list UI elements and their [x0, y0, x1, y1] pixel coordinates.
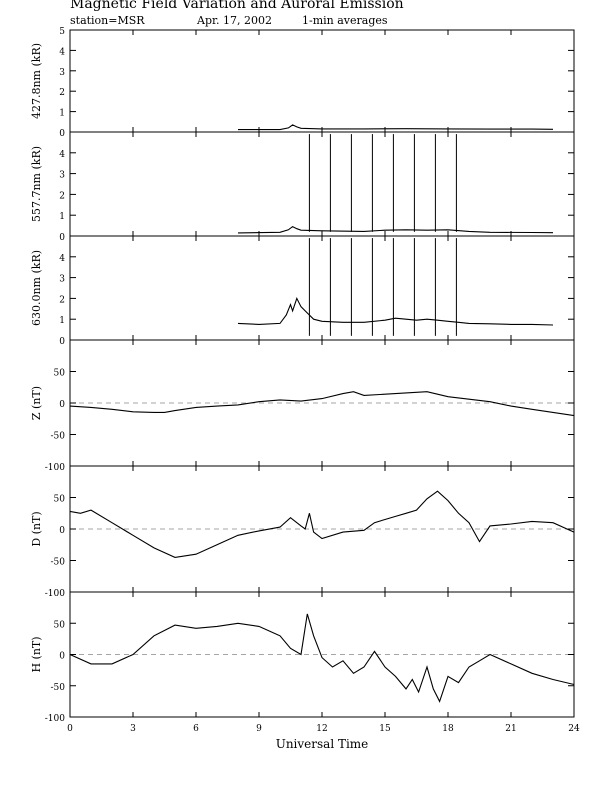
- station-label: station=MSR: [70, 14, 145, 27]
- y-tick-label: -50: [51, 558, 66, 568]
- x-tick-label: 12: [316, 724, 327, 734]
- series-line: [238, 124, 554, 131]
- y-tick-label: 3: [59, 275, 65, 285]
- x-tick-label: 3: [130, 724, 136, 734]
- y-tick-label: 50: [54, 620, 66, 630]
- y-axis-label: D (nT): [30, 511, 43, 546]
- y-tick-label: 3: [59, 68, 65, 78]
- y-axis-label: Z (nT): [30, 386, 43, 420]
- y-tick-label: 0: [59, 129, 65, 139]
- y-axis-label: 557.7nm (kR): [30, 146, 43, 222]
- y-axis-label: 427.8nm (kR): [30, 43, 43, 119]
- panel-frame-0: [69, 29, 575, 133]
- series-line: [69, 490, 575, 558]
- y-tick-label: 50: [54, 369, 66, 379]
- y-tick-label: 0: [59, 526, 65, 536]
- y-tick-label: 2: [59, 191, 65, 201]
- y-tick-label: 0: [59, 400, 65, 410]
- averaging-label: 1-min averages: [302, 14, 388, 27]
- y-tick-label: 4: [59, 150, 65, 160]
- y-tick-label: -50: [51, 683, 66, 693]
- y-tick-label: 3: [59, 171, 65, 181]
- y-tick-label: -50: [51, 432, 66, 442]
- y-tick-label: 0: [59, 652, 65, 662]
- y-tick-label: 1: [59, 109, 65, 119]
- x-tick-label: 9: [256, 724, 262, 734]
- date-label: Apr. 17, 2002: [197, 14, 273, 27]
- series-line: [69, 391, 575, 417]
- x-tick-label: 18: [442, 724, 454, 734]
- y-axis-label: 630.0nm (kR): [30, 250, 43, 326]
- panel-frame-1: [69, 131, 575, 237]
- x-axis-label: Universal Time: [276, 737, 369, 751]
- y-tick-label: 0: [59, 233, 65, 243]
- y-tick-label: 0: [59, 337, 65, 347]
- y-tick-label: 4: [59, 254, 65, 264]
- y-tick-label: -100: [45, 589, 65, 599]
- x-tick-label: 6: [193, 724, 199, 734]
- y-tick-label: 2: [59, 88, 65, 98]
- y-tick-label: -100: [45, 463, 65, 473]
- y-axis-label: H (nT): [30, 636, 43, 672]
- y-tick-label: 1: [59, 212, 65, 222]
- series-line: [69, 613, 575, 703]
- x-tick-label: 21: [505, 724, 516, 734]
- y-tick-label: 4: [59, 47, 65, 57]
- x-tick-label: 15: [379, 724, 391, 734]
- x-tick-label: 0: [67, 724, 73, 734]
- y-tick-label: 1: [59, 316, 65, 326]
- y-tick-label: 2: [59, 295, 65, 305]
- y-tick-label: 5: [59, 27, 65, 37]
- x-tick-label: 24: [568, 724, 580, 734]
- y-tick-label: -100: [45, 714, 65, 724]
- chart-title: Magnetic Field Variation and Auroral Emi…: [70, 0, 404, 12]
- series-line: [237, 225, 554, 234]
- y-tick-label: 50: [54, 495, 66, 505]
- series-line: [237, 296, 554, 326]
